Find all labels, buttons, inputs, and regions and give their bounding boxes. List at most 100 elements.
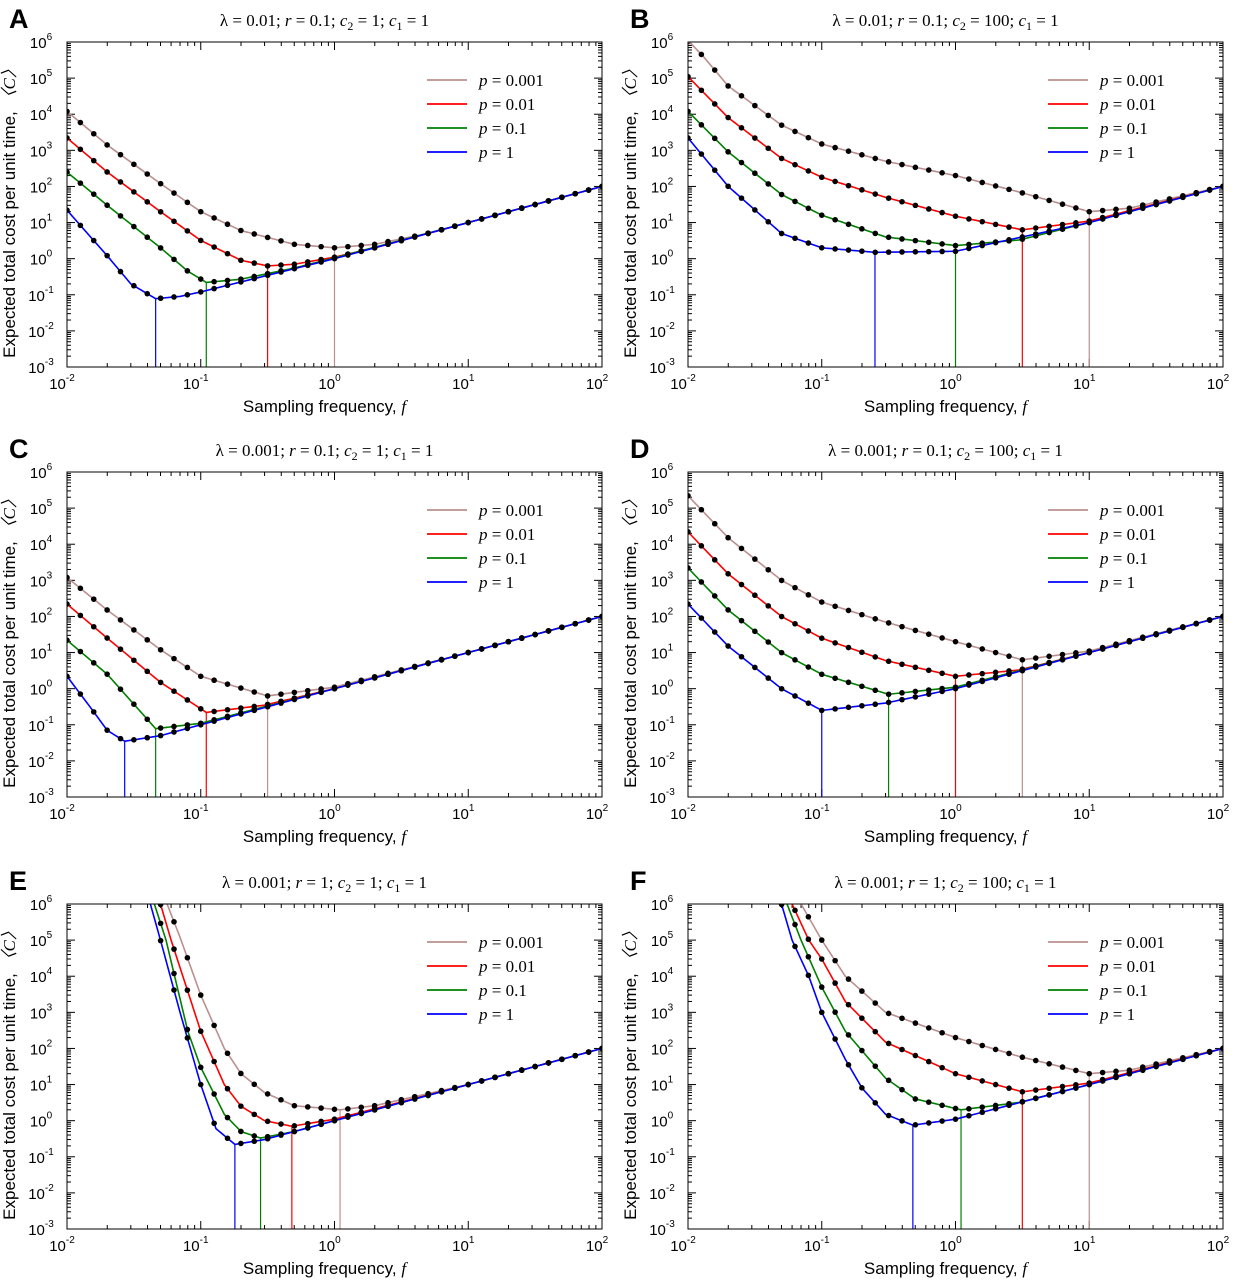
data-point (778, 904, 785, 908)
data-point (992, 1046, 999, 1053)
data-point (1032, 655, 1039, 661)
data-point (67, 169, 70, 175)
data-point (912, 1052, 919, 1059)
x-tick-label: 101 (1073, 1235, 1096, 1255)
legend-label: p = 0.1 (478, 549, 527, 568)
data-point (157, 646, 164, 653)
data-point (278, 262, 284, 268)
data-point (952, 172, 959, 179)
y-tick-label: 104 (30, 104, 53, 124)
data-point (278, 238, 284, 244)
data-point (197, 237, 204, 244)
data-point (171, 655, 177, 662)
data-point (912, 1020, 919, 1026)
data-point (845, 148, 852, 154)
data-point (171, 946, 177, 952)
data-point (1046, 1060, 1052, 1067)
data-point (1059, 656, 1066, 663)
data-point (792, 693, 798, 699)
data-point (211, 278, 217, 285)
data-point (738, 125, 745, 131)
data-point (872, 249, 879, 256)
series-markers (688, 601, 1223, 714)
data-point (318, 259, 324, 265)
data-point (77, 585, 84, 592)
data-point (304, 693, 311, 699)
y-tick-label: 105 (651, 930, 674, 950)
data-point (792, 907, 798, 914)
data-point (992, 221, 999, 228)
data-point (832, 216, 838, 223)
data-point (688, 529, 691, 535)
data-point (1206, 1049, 1213, 1055)
data-point (966, 682, 972, 688)
data-point (1153, 1063, 1159, 1070)
data-point (452, 1085, 458, 1091)
x-axis-label: Sampling frequency, f (243, 827, 408, 846)
x-axis-label: Sampling frequency, f (243, 397, 408, 416)
data-point (197, 1081, 204, 1088)
data-point (859, 226, 865, 232)
data-point (90, 660, 97, 666)
data-point (184, 228, 191, 234)
data-point (67, 673, 70, 680)
data-point (698, 151, 705, 157)
data-point (1166, 1060, 1173, 1066)
data-point (859, 611, 865, 618)
data-point (832, 178, 838, 185)
data-point (224, 1114, 231, 1121)
y-tick-label: 10-2 (649, 751, 675, 771)
data-point (1220, 1045, 1223, 1052)
series-line (166, 904, 602, 1111)
data-point (952, 1116, 959, 1122)
y-tick-label: 100 (30, 679, 53, 699)
data-point (765, 603, 772, 609)
data-point (1046, 660, 1052, 667)
data-point (872, 616, 879, 622)
axis-ticks: 10-2 10-1 100 101 10210-310-210-110010110210… (28, 894, 608, 1255)
data-point (77, 612, 84, 619)
plot-frame (687, 903, 1224, 1230)
data-point (345, 1106, 351, 1112)
x-tick-label: 100 (318, 803, 341, 823)
data-point (599, 613, 602, 620)
y-tick-label: 104 (651, 104, 674, 124)
data-point (885, 1010, 892, 1017)
y-tick-label: 100 (30, 249, 53, 269)
data-point (899, 236, 905, 242)
data-point (197, 1064, 204, 1071)
data-point (792, 128, 798, 135)
y-tick-label: 102 (651, 1038, 674, 1058)
data-point (67, 135, 70, 141)
plot-frame (66, 41, 603, 368)
data-point (117, 268, 124, 275)
data-point (131, 282, 137, 289)
data-point (778, 685, 785, 692)
x-axis-label: Sampling frequency, f (864, 827, 1029, 846)
data-point (1113, 642, 1119, 649)
y-tick-label: 10-1 (28, 715, 54, 735)
data-point (1032, 664, 1039, 670)
data-point (67, 108, 70, 115)
data-point (532, 201, 538, 208)
legend: p = 0.001 p = 0.01 p = 0.1 p = 1 (1048, 933, 1165, 1024)
legend-label: p = 0.1 (1099, 549, 1148, 568)
legend-label: p = 0.001 (478, 501, 544, 520)
y-tick-label: 106 (30, 32, 53, 52)
data-point (184, 697, 191, 703)
data-point (845, 607, 852, 614)
data-point (104, 169, 110, 175)
data-point (805, 953, 812, 960)
data-point (478, 1078, 485, 1084)
data-point (197, 208, 204, 215)
panel-label: E (9, 866, 27, 896)
legend-label: p = 0.01 (478, 957, 535, 976)
data-point (184, 1035, 191, 1041)
data-point (331, 1106, 338, 1113)
y-tick-label: 100 (651, 1111, 674, 1131)
data-point (818, 707, 825, 714)
data-point (559, 194, 565, 201)
data-point (1059, 201, 1066, 207)
data-point (738, 581, 745, 588)
data-point (559, 1056, 565, 1063)
